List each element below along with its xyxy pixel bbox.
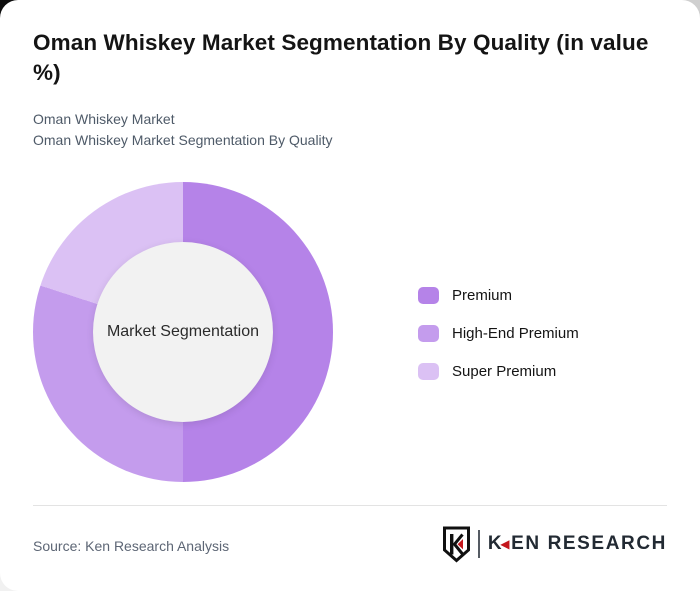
legend-swatch-premium bbox=[418, 287, 439, 304]
subtitle-line-2: Oman Whiskey Market Segmentation By Qual… bbox=[33, 132, 333, 148]
legend-label-premium: Premium bbox=[452, 287, 513, 304]
donut-center-label: Market Segmentation bbox=[106, 323, 260, 340]
source-text: Source: Ken Research Analysis bbox=[33, 538, 230, 554]
donut-chart[interactable]: Market Segmentation bbox=[33, 182, 333, 482]
donut-hole: Market Segmentation bbox=[93, 242, 273, 422]
legend-swatch-high-end-premium bbox=[418, 325, 439, 342]
wordmark-red-arrow-icon: ◀ bbox=[500, 537, 512, 551]
ken-research-shield-icon bbox=[442, 526, 470, 562]
wordmark-k: K bbox=[487, 533, 504, 554]
logo-divider-bar bbox=[477, 530, 480, 558]
legend-item-super-premium[interactable]: Super Premium bbox=[418, 363, 579, 380]
chart-legend: Premium High-End Premium Super Premium bbox=[418, 287, 579, 380]
legend-item-high-end-premium[interactable]: High-End Premium bbox=[418, 325, 579, 342]
chart-title: Oman Whiskey Market Segmentation By Qual… bbox=[33, 30, 649, 85]
chart-subtitle: Oman Whiskey Market Oman Whiskey Market … bbox=[33, 109, 633, 151]
legend-label-super-premium: Super Premium bbox=[452, 363, 557, 380]
ken-research-wordmark: K ◀ EN RESEARCH bbox=[488, 533, 667, 555]
footer-divider bbox=[33, 505, 667, 506]
legend-swatch-super-premium bbox=[418, 363, 439, 380]
legend-label-high-end-premium: High-End Premium bbox=[452, 325, 579, 342]
ken-research-logo: K ◀ EN RESEARCH bbox=[442, 525, 667, 563]
legend-item-premium[interactable]: Premium bbox=[418, 287, 579, 304]
wordmark-rest: EN RESEARCH bbox=[511, 533, 667, 554]
subtitle-line-1: Oman Whiskey Market bbox=[33, 111, 175, 127]
